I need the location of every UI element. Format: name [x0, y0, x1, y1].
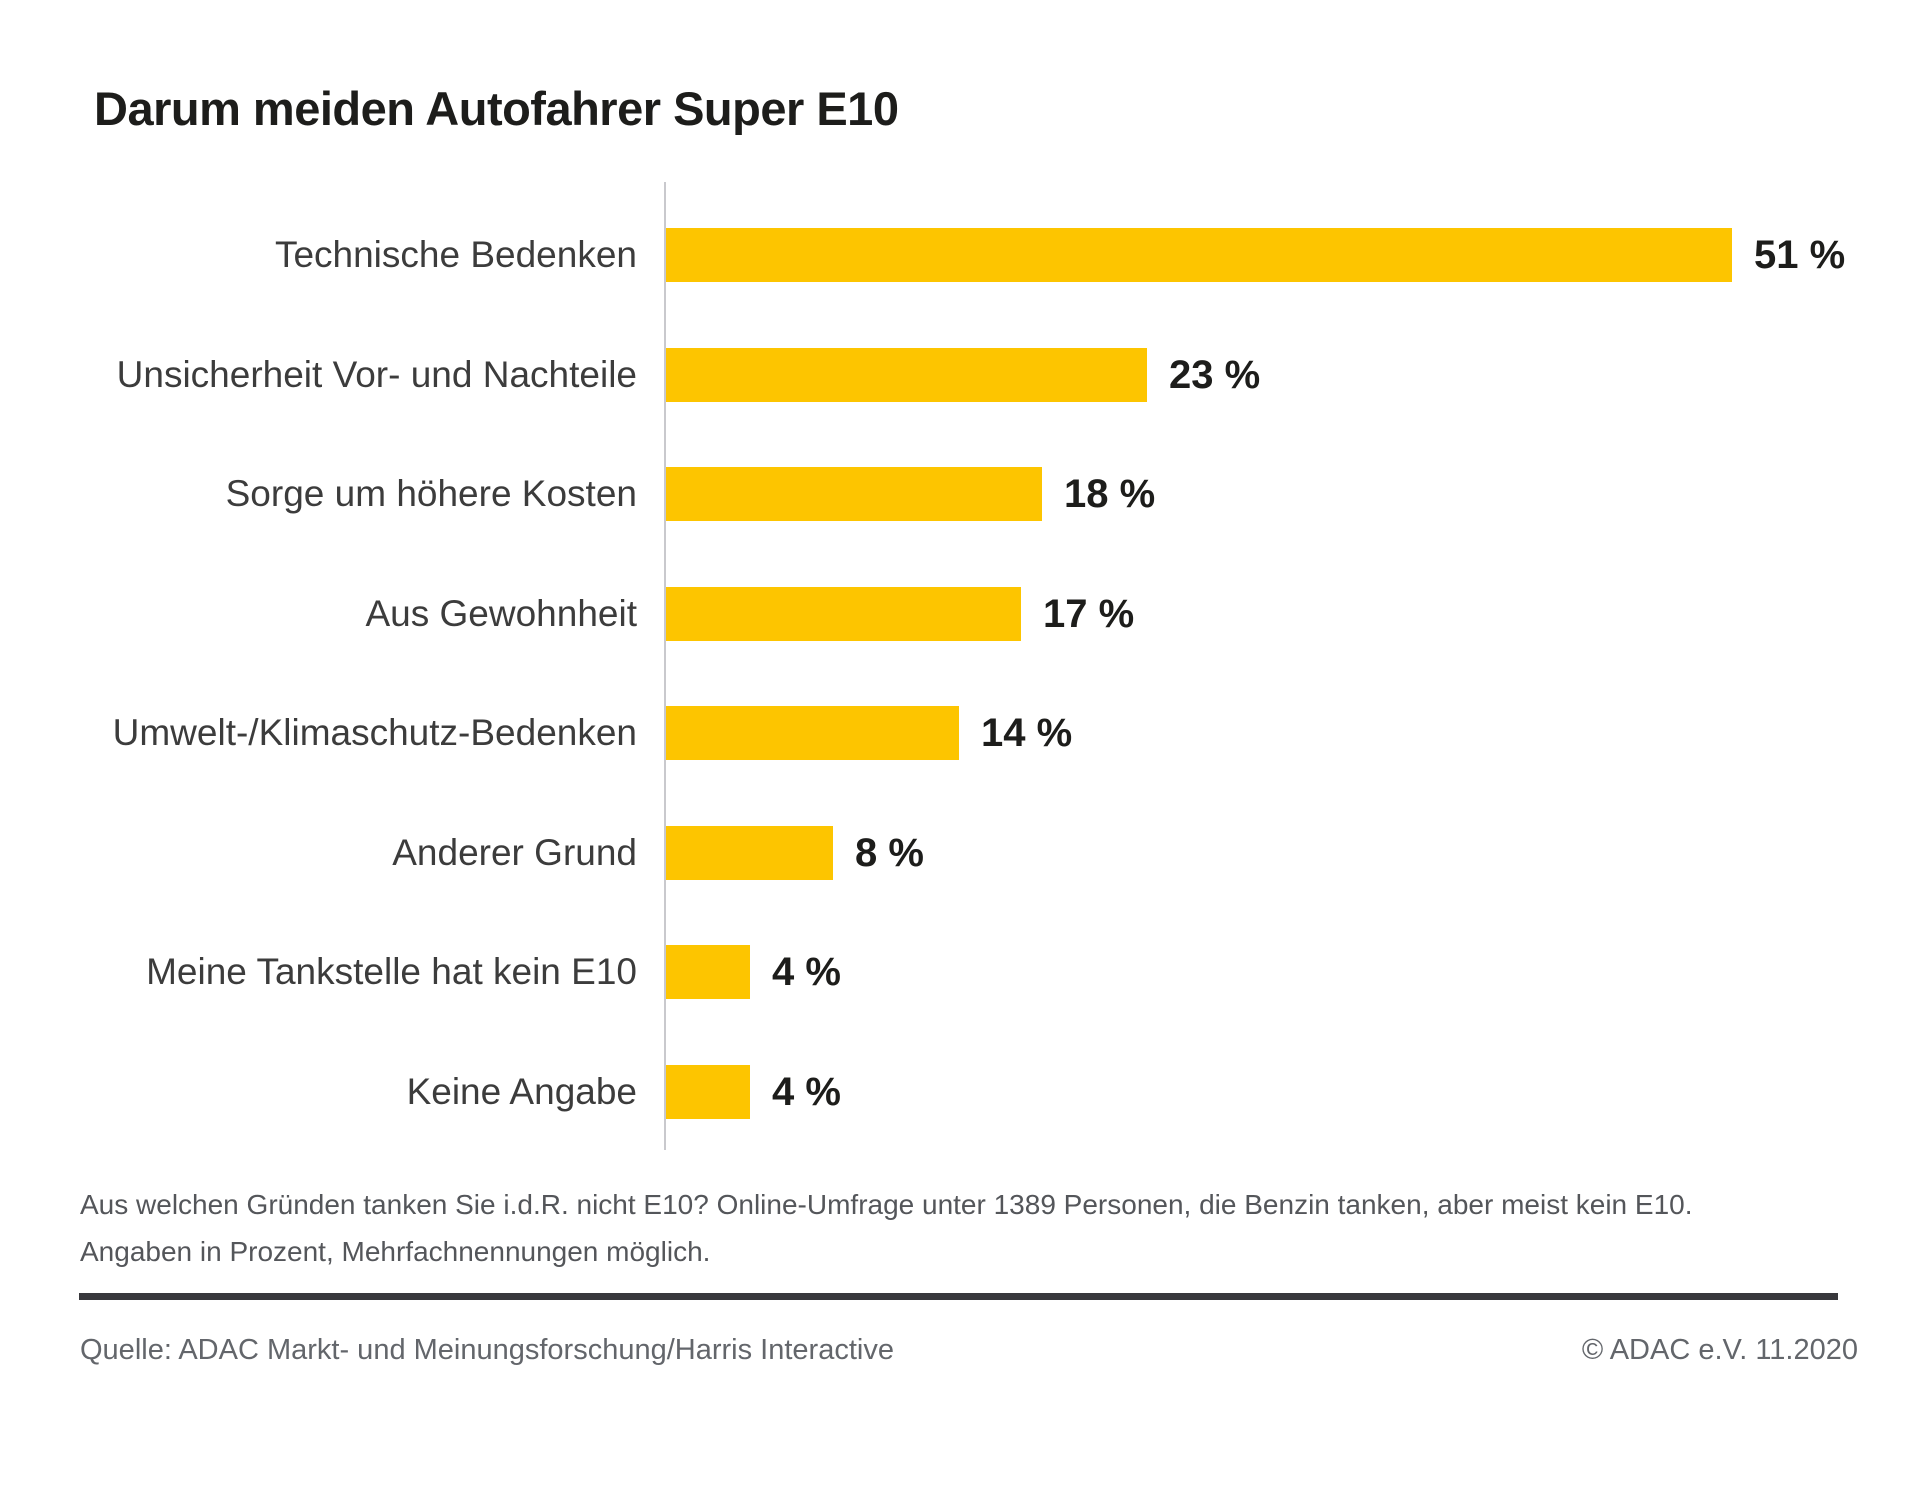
source-bar: Quelle: ADAC Markt- und Meinungsforschun…	[80, 1333, 1858, 1368]
category-label-cell: Meine Tankstelle hat kein E10	[0, 951, 637, 994]
value-label: 14 %	[981, 711, 1073, 755]
footnote: Aus welchen Gründen tanken Sie i.d.R. ni…	[80, 1181, 1780, 1275]
value-label: 51 %	[1754, 233, 1846, 277]
bar-row: Aus Gewohnheit 17 %	[0, 554, 1920, 674]
bar-row: Sorge um höhere Kosten 18 %	[0, 434, 1920, 554]
bar	[666, 348, 1147, 402]
category-label-cell: Anderer Grund	[0, 832, 637, 875]
category-label: Technische Bedenken	[274, 233, 637, 275]
category-label-cell: Unsicherheit Vor- und Nachteile	[0, 354, 637, 397]
bar	[666, 706, 959, 760]
bar	[666, 228, 1732, 282]
bar	[666, 826, 833, 880]
footnote-line-1: Aus welchen Gründen tanken Sie i.d.R. ni…	[80, 1189, 1693, 1220]
category-label: Unsicherheit Vor- und Nachteile	[116, 353, 637, 395]
category-label: Aus Gewohnheit	[365, 592, 637, 634]
bar	[666, 467, 1042, 521]
bar	[666, 587, 1021, 641]
value-label: 4 %	[772, 1070, 841, 1114]
bar-row: Umwelt-/Klimaschutz-Bedenken 14 %	[0, 673, 1920, 793]
y-axis-line	[664, 182, 666, 1150]
bar-row: Anderer Grund 8 %	[0, 793, 1920, 913]
value-label: 18 %	[1064, 472, 1156, 516]
category-label: Anderer Grund	[392, 831, 637, 873]
category-label-cell: Keine Angabe	[0, 1071, 637, 1114]
chart-title: Darum meiden Autofahrer Super E10	[94, 82, 899, 135]
source-text: Quelle: ADAC Markt- und Meinungsforschun…	[80, 1334, 894, 1366]
bar	[666, 1065, 750, 1119]
bar	[666, 945, 750, 999]
bar-row: Unsicherheit Vor- und Nachteile 23 %	[0, 315, 1920, 435]
category-label: Meine Tankstelle hat kein E10	[146, 950, 637, 992]
value-label: 23 %	[1169, 353, 1261, 397]
divider-rule	[79, 1293, 1838, 1300]
bar-row: Meine Tankstelle hat kein E10 4 %	[0, 912, 1920, 1032]
category-label-cell: Umwelt-/Klimaschutz-Bedenken	[0, 712, 637, 755]
copyright-text: © ADAC e.V. 11.2020	[1581, 1334, 1858, 1366]
category-label-cell: Sorge um höhere Kosten	[0, 473, 637, 516]
bar-row: Technische Bedenken 51 %	[0, 195, 1920, 315]
category-label-cell: Aus Gewohnheit	[0, 593, 637, 636]
value-label: 17 %	[1043, 592, 1135, 636]
bar-row: Keine Angabe 4 %	[0, 1032, 1920, 1152]
value-label: 4 %	[772, 950, 841, 994]
category-label-cell: Technische Bedenken	[0, 234, 637, 277]
category-label: Keine Angabe	[406, 1070, 637, 1112]
value-label: 8 %	[855, 831, 924, 875]
footnote-line-2: Angaben in Prozent, Mehrfachnennungen mö…	[80, 1236, 711, 1267]
category-label: Sorge um höhere Kosten	[225, 472, 637, 514]
category-label: Umwelt-/Klimaschutz-Bedenken	[112, 711, 637, 753]
